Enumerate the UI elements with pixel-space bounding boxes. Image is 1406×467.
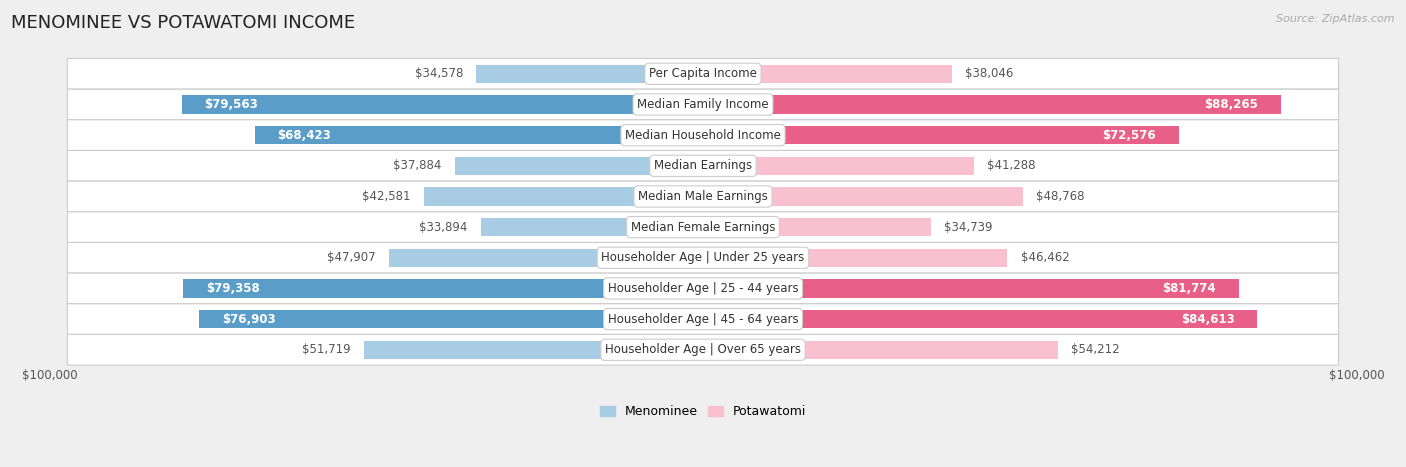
Bar: [703, 187, 1022, 205]
Bar: [703, 126, 1178, 144]
Text: Median Household Income: Median Household Income: [626, 128, 780, 142]
Text: $41,288: $41,288: [987, 159, 1035, 172]
FancyBboxPatch shape: [67, 150, 1339, 181]
Text: Median Female Earnings: Median Female Earnings: [631, 220, 775, 234]
Text: Median Earnings: Median Earnings: [654, 159, 752, 172]
Text: $42,581: $42,581: [363, 190, 411, 203]
Bar: [454, 156, 703, 175]
FancyBboxPatch shape: [67, 334, 1339, 365]
Bar: [425, 187, 703, 205]
FancyBboxPatch shape: [67, 181, 1339, 212]
Bar: [703, 156, 973, 175]
FancyBboxPatch shape: [67, 212, 1339, 242]
FancyBboxPatch shape: [67, 304, 1339, 334]
Text: $51,719: $51,719: [302, 343, 352, 356]
Text: $100,000: $100,000: [1329, 369, 1385, 382]
Text: Householder Age | 25 - 44 years: Householder Age | 25 - 44 years: [607, 282, 799, 295]
Text: $48,768: $48,768: [1036, 190, 1084, 203]
Text: $46,462: $46,462: [1021, 251, 1070, 264]
Text: Median Family Income: Median Family Income: [637, 98, 769, 111]
Text: Householder Age | Under 25 years: Householder Age | Under 25 years: [602, 251, 804, 264]
Text: Median Male Earnings: Median Male Earnings: [638, 190, 768, 203]
FancyBboxPatch shape: [67, 242, 1339, 273]
Bar: [200, 310, 703, 328]
FancyBboxPatch shape: [67, 58, 1339, 89]
Bar: [703, 248, 1008, 267]
Bar: [703, 64, 952, 83]
Text: $34,739: $34,739: [943, 220, 993, 234]
Text: $72,576: $72,576: [1102, 128, 1156, 142]
Bar: [364, 340, 703, 359]
Text: $47,907: $47,907: [328, 251, 375, 264]
Text: $88,265: $88,265: [1205, 98, 1258, 111]
Text: Source: ZipAtlas.com: Source: ZipAtlas.com: [1277, 14, 1395, 24]
Bar: [703, 340, 1059, 359]
Text: $68,423: $68,423: [277, 128, 332, 142]
Text: Householder Age | Over 65 years: Householder Age | Over 65 years: [605, 343, 801, 356]
Bar: [703, 218, 931, 236]
Text: $84,613: $84,613: [1181, 312, 1234, 325]
Bar: [481, 218, 703, 236]
Text: $38,046: $38,046: [966, 67, 1014, 80]
Text: $79,563: $79,563: [205, 98, 259, 111]
Legend: Menominee, Potawatomi: Menominee, Potawatomi: [595, 400, 811, 423]
Text: $76,903: $76,903: [222, 312, 276, 325]
Text: $100,000: $100,000: [21, 369, 77, 382]
Bar: [254, 126, 703, 144]
Text: $33,894: $33,894: [419, 220, 468, 234]
FancyBboxPatch shape: [67, 89, 1339, 120]
Text: $54,212: $54,212: [1071, 343, 1121, 356]
FancyBboxPatch shape: [67, 273, 1339, 304]
Bar: [703, 95, 1281, 113]
Bar: [703, 279, 1239, 297]
Text: $37,884: $37,884: [394, 159, 441, 172]
Text: $34,578: $34,578: [415, 67, 464, 80]
Text: $81,774: $81,774: [1163, 282, 1216, 295]
Text: Per Capita Income: Per Capita Income: [650, 67, 756, 80]
Bar: [389, 248, 703, 267]
Text: MENOMINEE VS POTAWATOMI INCOME: MENOMINEE VS POTAWATOMI INCOME: [11, 14, 356, 32]
Bar: [703, 310, 1257, 328]
Bar: [181, 95, 703, 113]
Bar: [183, 279, 703, 297]
Text: $79,358: $79,358: [205, 282, 260, 295]
FancyBboxPatch shape: [67, 120, 1339, 150]
Text: Householder Age | 45 - 64 years: Householder Age | 45 - 64 years: [607, 312, 799, 325]
Bar: [477, 64, 703, 83]
